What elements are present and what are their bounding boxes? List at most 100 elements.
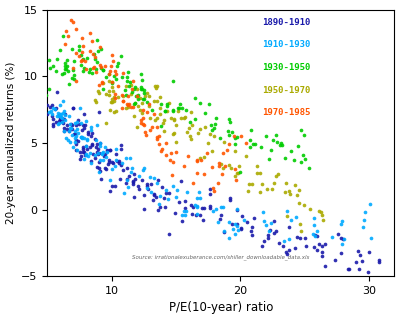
Point (138, 121, 144, 126)
Point (49, 102, 55, 108)
Point (76, 106, 83, 111)
Point (127, 156, 134, 161)
Point (311, 216, 318, 221)
Point (144, 181, 150, 186)
Point (118, 163, 124, 168)
Point (95, 146, 101, 151)
Point (56, 112, 63, 117)
Point (84, 146, 90, 151)
Point (234, 221, 241, 227)
Point (246, 144, 253, 149)
Point (156, 142, 162, 147)
Point (128, 170, 134, 175)
Point (153, 194, 159, 199)
Point (73, 122, 80, 127)
Point (232, 222, 238, 227)
Point (88, 161, 94, 166)
Point (276, 241, 283, 246)
Point (78, 135, 84, 140)
Point (54, 57, 60, 62)
Point (139, 115, 146, 120)
Point (266, 228, 272, 233)
Point (138, 110, 145, 116)
Point (263, 134, 270, 139)
Point (55, 110, 61, 116)
Point (186, 125, 192, 130)
Point (93, 70, 99, 75)
Point (187, 120, 193, 125)
Point (142, 129, 148, 134)
Point (157, 111, 164, 116)
Point (84, 56, 90, 61)
Point (56, 119, 62, 124)
Point (202, 111, 208, 116)
Point (99, 158, 106, 163)
Point (69, 46, 76, 52)
Point (156, 133, 162, 138)
Point (218, 212, 224, 218)
Point (82, 58, 88, 63)
Point (90, 52, 96, 57)
Point (132, 85, 138, 90)
Point (192, 96, 198, 101)
Point (210, 208, 217, 213)
Point (97, 168, 103, 173)
Point (163, 190, 169, 196)
Point (200, 154, 207, 159)
Point (72, 139, 78, 144)
Point (173, 140, 179, 145)
Point (140, 122, 146, 127)
Point (181, 164, 188, 169)
Point (119, 93, 125, 98)
Point (165, 197, 172, 202)
Point (209, 165, 216, 170)
Point (366, 249, 372, 254)
Point (355, 248, 362, 253)
Point (311, 244, 317, 249)
Point (193, 158, 200, 163)
Point (174, 187, 180, 192)
Point (164, 104, 171, 109)
Point (150, 197, 156, 202)
Point (362, 210, 369, 215)
Point (162, 108, 168, 113)
Point (249, 182, 256, 187)
Point (298, 159, 304, 164)
Point (131, 86, 137, 92)
Point (124, 165, 130, 170)
Point (60, 34, 66, 39)
Point (70, 58, 77, 63)
Point (129, 166, 135, 171)
Point (92, 54, 98, 60)
Point (102, 120, 109, 125)
Point (126, 101, 132, 107)
Point (119, 106, 125, 111)
Point (53, 69, 59, 74)
Point (60, 120, 66, 125)
Point (218, 171, 225, 176)
Point (322, 263, 328, 268)
Point (181, 116, 188, 121)
Point (238, 225, 244, 230)
Point (106, 68, 113, 73)
Point (192, 212, 199, 217)
Point (189, 211, 195, 216)
Point (50, 121, 56, 126)
Point (148, 181, 155, 187)
Point (156, 105, 163, 110)
Point (153, 86, 159, 91)
Point (66, 129, 72, 134)
Point (96, 83, 102, 88)
Point (139, 178, 146, 183)
Point (174, 109, 181, 114)
Point (94, 49, 101, 54)
Point (83, 119, 89, 124)
Point (148, 189, 155, 195)
Point (52, 107, 58, 112)
Point (132, 101, 138, 106)
Point (66, 113, 72, 118)
Point (111, 73, 117, 78)
Point (77, 149, 83, 155)
Point (73, 147, 79, 152)
Point (235, 228, 241, 233)
